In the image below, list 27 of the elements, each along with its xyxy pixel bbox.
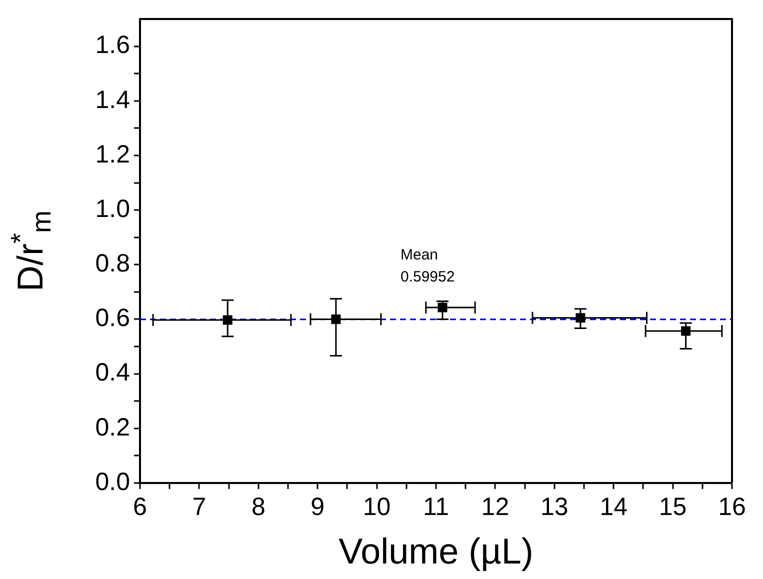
x-tick-label: 8 (251, 492, 266, 521)
x-tick-label: 7 (192, 492, 206, 521)
y-tick-label: 0.2 (95, 413, 130, 442)
x-tick-label: 6 (133, 492, 147, 521)
y-tick-label: 1.4 (95, 86, 130, 114)
x-tick-label: 14 (600, 492, 628, 521)
y-tick-label: 0.4 (95, 358, 130, 387)
x-axis-title: Volume (µL) (338, 530, 534, 572)
x-tick-label: 12 (481, 492, 510, 521)
y-tick-label: 0.6 (95, 304, 130, 332)
y-tick-label: 0.8 (95, 250, 130, 278)
x-tick-label: 9 (310, 492, 325, 521)
point (331, 314, 341, 324)
point (681, 326, 691, 336)
x-tick-label: 13 (540, 492, 568, 521)
y-tick-label: 0.0 (95, 468, 130, 496)
point (438, 302, 448, 312)
x-tick-label: 16 (718, 492, 746, 521)
y-tick-label: 1.2 (95, 140, 130, 168)
point (576, 313, 586, 323)
x-tick-label: 11 (423, 492, 449, 521)
x-tick-label: 15 (658, 492, 687, 521)
ref-line-label: Mean 0.59952 (400, 246, 455, 286)
point (222, 315, 232, 325)
y-tick-label: 1.6 (95, 31, 130, 60)
y-tick-label: 1.0 (95, 194, 130, 223)
x-tick-label: 10 (362, 492, 391, 521)
